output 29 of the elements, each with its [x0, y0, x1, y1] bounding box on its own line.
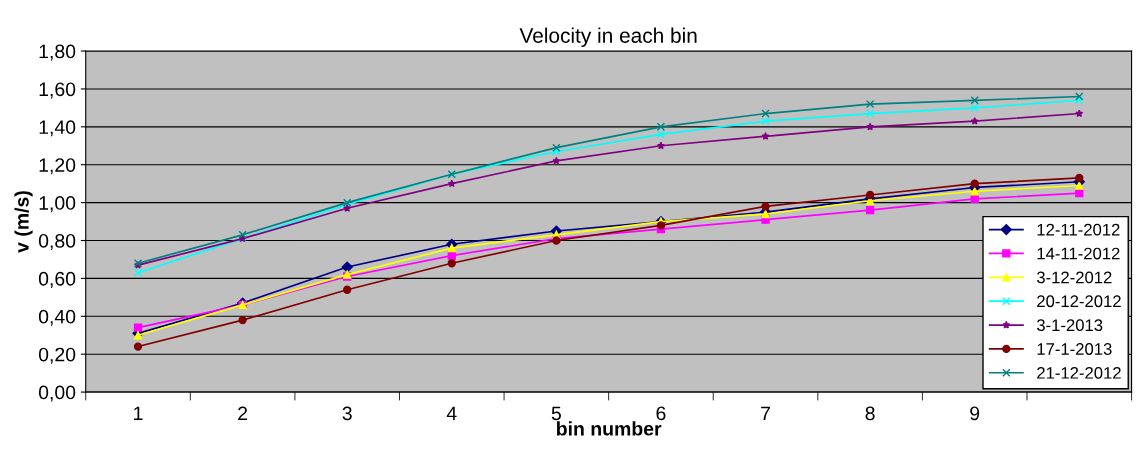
y-tick-label: 1,80 — [39, 44, 76, 61]
x-axis-title: bin number — [557, 421, 662, 436]
x-tick-label: 5 — [551, 406, 561, 421]
legend-label: 20-12-2012 — [1037, 295, 1121, 308]
y-tick-label: 0,40 — [38, 309, 76, 326]
y-tick-label: 1,40 — [39, 120, 76, 137]
chart-title: Velocity in each bin — [519, 27, 697, 48]
x-tick-label: 6 — [656, 406, 666, 421]
y-axis-title: v (m/s) — [14, 191, 33, 253]
x-tick-label: 3 — [342, 406, 352, 421]
y-tick-label: 0,80 — [38, 233, 76, 251]
legend-label: 3-1-2013 — [1036, 319, 1103, 332]
x-tick-label: 7 — [761, 406, 770, 421]
x-tick-label: 8 — [865, 406, 875, 421]
x-tick-label: 2 — [238, 406, 248, 421]
legend-label: 12-11-2012 — [1037, 223, 1120, 236]
x-tick-label: 9 — [970, 406, 980, 421]
y-tick-label: 1,20 — [39, 158, 76, 175]
y-tick-label: 1,60 — [39, 82, 76, 99]
legend-label: 21-12-2012 — [1037, 366, 1121, 379]
y-tick-label: 0,20 — [38, 347, 76, 364]
legend-label: 3-12-2012 — [1036, 271, 1112, 284]
legend-label: 17-1-2013 — [1037, 343, 1112, 355]
y-tick-label: 0,60 — [38, 271, 76, 288]
x-tick-label: 4 — [446, 406, 457, 421]
legend-label: 14-11-2012 — [1037, 247, 1120, 260]
y-tick-label: 1,00 — [39, 196, 76, 213]
y-tick-label: 0,00 — [38, 385, 76, 402]
x-tick-label: 1 — [134, 406, 143, 421]
